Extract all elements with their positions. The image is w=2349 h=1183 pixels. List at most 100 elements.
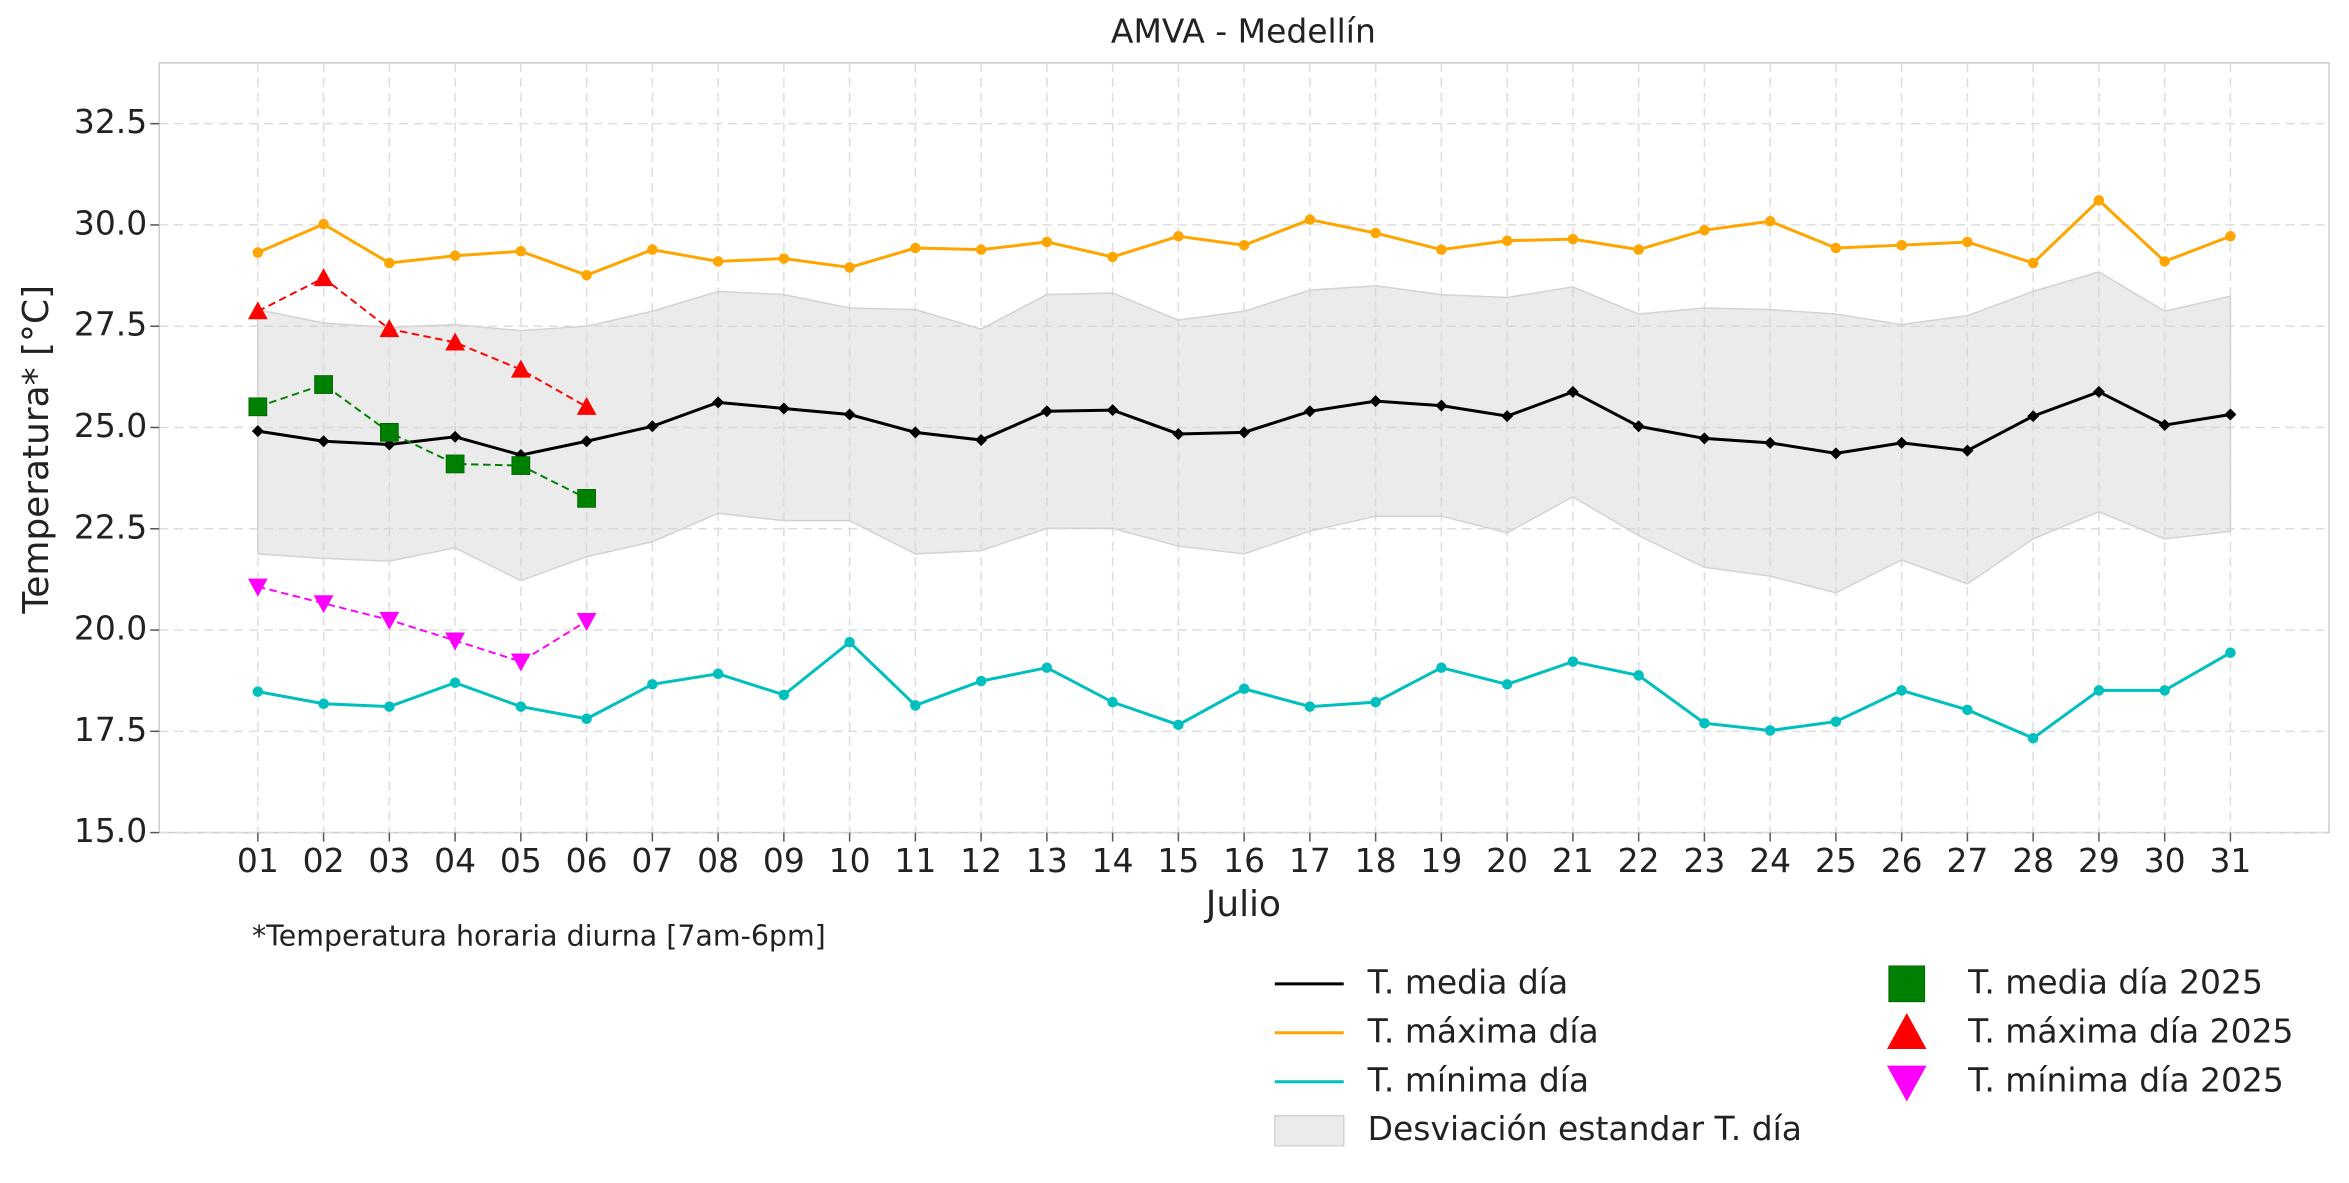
legend-label: T. mínima día 2025 (1967, 1060, 2284, 1099)
point (1436, 662, 1447, 673)
point (445, 454, 465, 474)
point (1238, 683, 1250, 695)
point (445, 332, 465, 351)
point (248, 397, 268, 417)
point (910, 700, 921, 711)
point (379, 319, 400, 338)
point (910, 242, 921, 254)
x-tick-label: 27 (1946, 841, 1988, 880)
point (1633, 244, 1644, 255)
series-line (257, 585, 588, 663)
point (1238, 426, 1251, 439)
point (1896, 685, 1907, 696)
point (1304, 214, 1316, 225)
x-tick-label: 22 (1618, 841, 1660, 880)
x-tick-label: 21 (1552, 841, 1594, 880)
x-tick-label: 19 (1420, 841, 1462, 880)
point (2159, 256, 2170, 267)
point (1566, 385, 1579, 398)
point (318, 218, 329, 230)
point (1632, 420, 1645, 433)
point (844, 636, 855, 648)
point (712, 396, 725, 409)
annotation: *Temperatura horaria diurna [7am-6pm] (252, 919, 826, 952)
point (510, 359, 531, 378)
point (844, 262, 855, 273)
legend-swatch (1274, 1115, 1345, 1147)
x-tick-label: 18 (1355, 841, 1397, 880)
x-tick-label: 16 (1223, 841, 1265, 880)
point (314, 375, 333, 394)
point (1567, 656, 1579, 667)
point (843, 408, 856, 421)
point (251, 425, 264, 438)
point (449, 250, 461, 261)
x-tick-label: 12 (960, 841, 1002, 880)
point (1962, 704, 1973, 716)
legend-item: T. mínima día (1274, 1060, 1589, 1099)
point (646, 420, 659, 433)
point (1173, 231, 1184, 242)
point (2093, 194, 2105, 206)
point (581, 713, 592, 724)
point (1370, 227, 1381, 239)
x-tick-label: 26 (1881, 841, 1923, 880)
point (975, 244, 987, 255)
point (2092, 385, 2105, 398)
legend-label: Desviación estandar T. día (1368, 1109, 1802, 1148)
point (1370, 696, 1381, 708)
x-tick-label: 17 (1289, 841, 1331, 880)
x-tick-label: 02 (303, 841, 345, 880)
point (647, 679, 658, 690)
point (1567, 233, 1579, 245)
legend-item: Desviación estandar T. día (1274, 1109, 1802, 1148)
y-tick-label: 30.0 (74, 203, 147, 242)
x-tick-label: 31 (2209, 841, 2251, 880)
point (2027, 410, 2040, 423)
point (379, 422, 399, 442)
point (449, 430, 462, 443)
point (2027, 732, 2039, 744)
chart-title: AMVA - Medellín (1111, 11, 1376, 50)
point (511, 456, 531, 475)
point (1830, 716, 1842, 727)
legend-label: T. media día 2025 (1967, 962, 2263, 1001)
point (1764, 216, 1776, 227)
x-tick-label: 29 (2078, 841, 2120, 880)
point (1501, 235, 1513, 246)
x-tick-label: 05 (500, 841, 542, 880)
point (1238, 239, 1250, 251)
x-axis-label: Julio (1204, 884, 1281, 925)
point (777, 402, 790, 415)
point (1303, 405, 1316, 418)
point (576, 613, 597, 632)
x-tick-label: 03 (368, 841, 410, 880)
point (1698, 432, 1711, 445)
point (712, 668, 724, 680)
y-tick-label: 15.0 (74, 811, 147, 850)
point (1304, 701, 1316, 712)
x-tick-label: 15 (1157, 841, 1199, 880)
point (712, 256, 724, 267)
point (2093, 685, 2105, 696)
point (247, 301, 268, 320)
point (247, 578, 268, 597)
point (1764, 436, 1777, 449)
x-tick-label: 14 (1092, 841, 1134, 880)
point (1886, 1013, 1927, 1049)
point (1041, 662, 1053, 673)
x-tick-label: 07 (631, 841, 673, 880)
point (2225, 231, 2236, 242)
point (510, 653, 531, 672)
y-tick-label: 27.5 (74, 305, 147, 344)
point (445, 632, 465, 651)
point (1896, 239, 1907, 251)
x-tick-label: 08 (697, 841, 739, 880)
point (909, 426, 922, 439)
point (1764, 725, 1776, 736)
point (318, 698, 329, 710)
point (1040, 405, 1053, 418)
point (384, 701, 395, 712)
legend-item: T. mínima día 2025 (1886, 1060, 2284, 1102)
